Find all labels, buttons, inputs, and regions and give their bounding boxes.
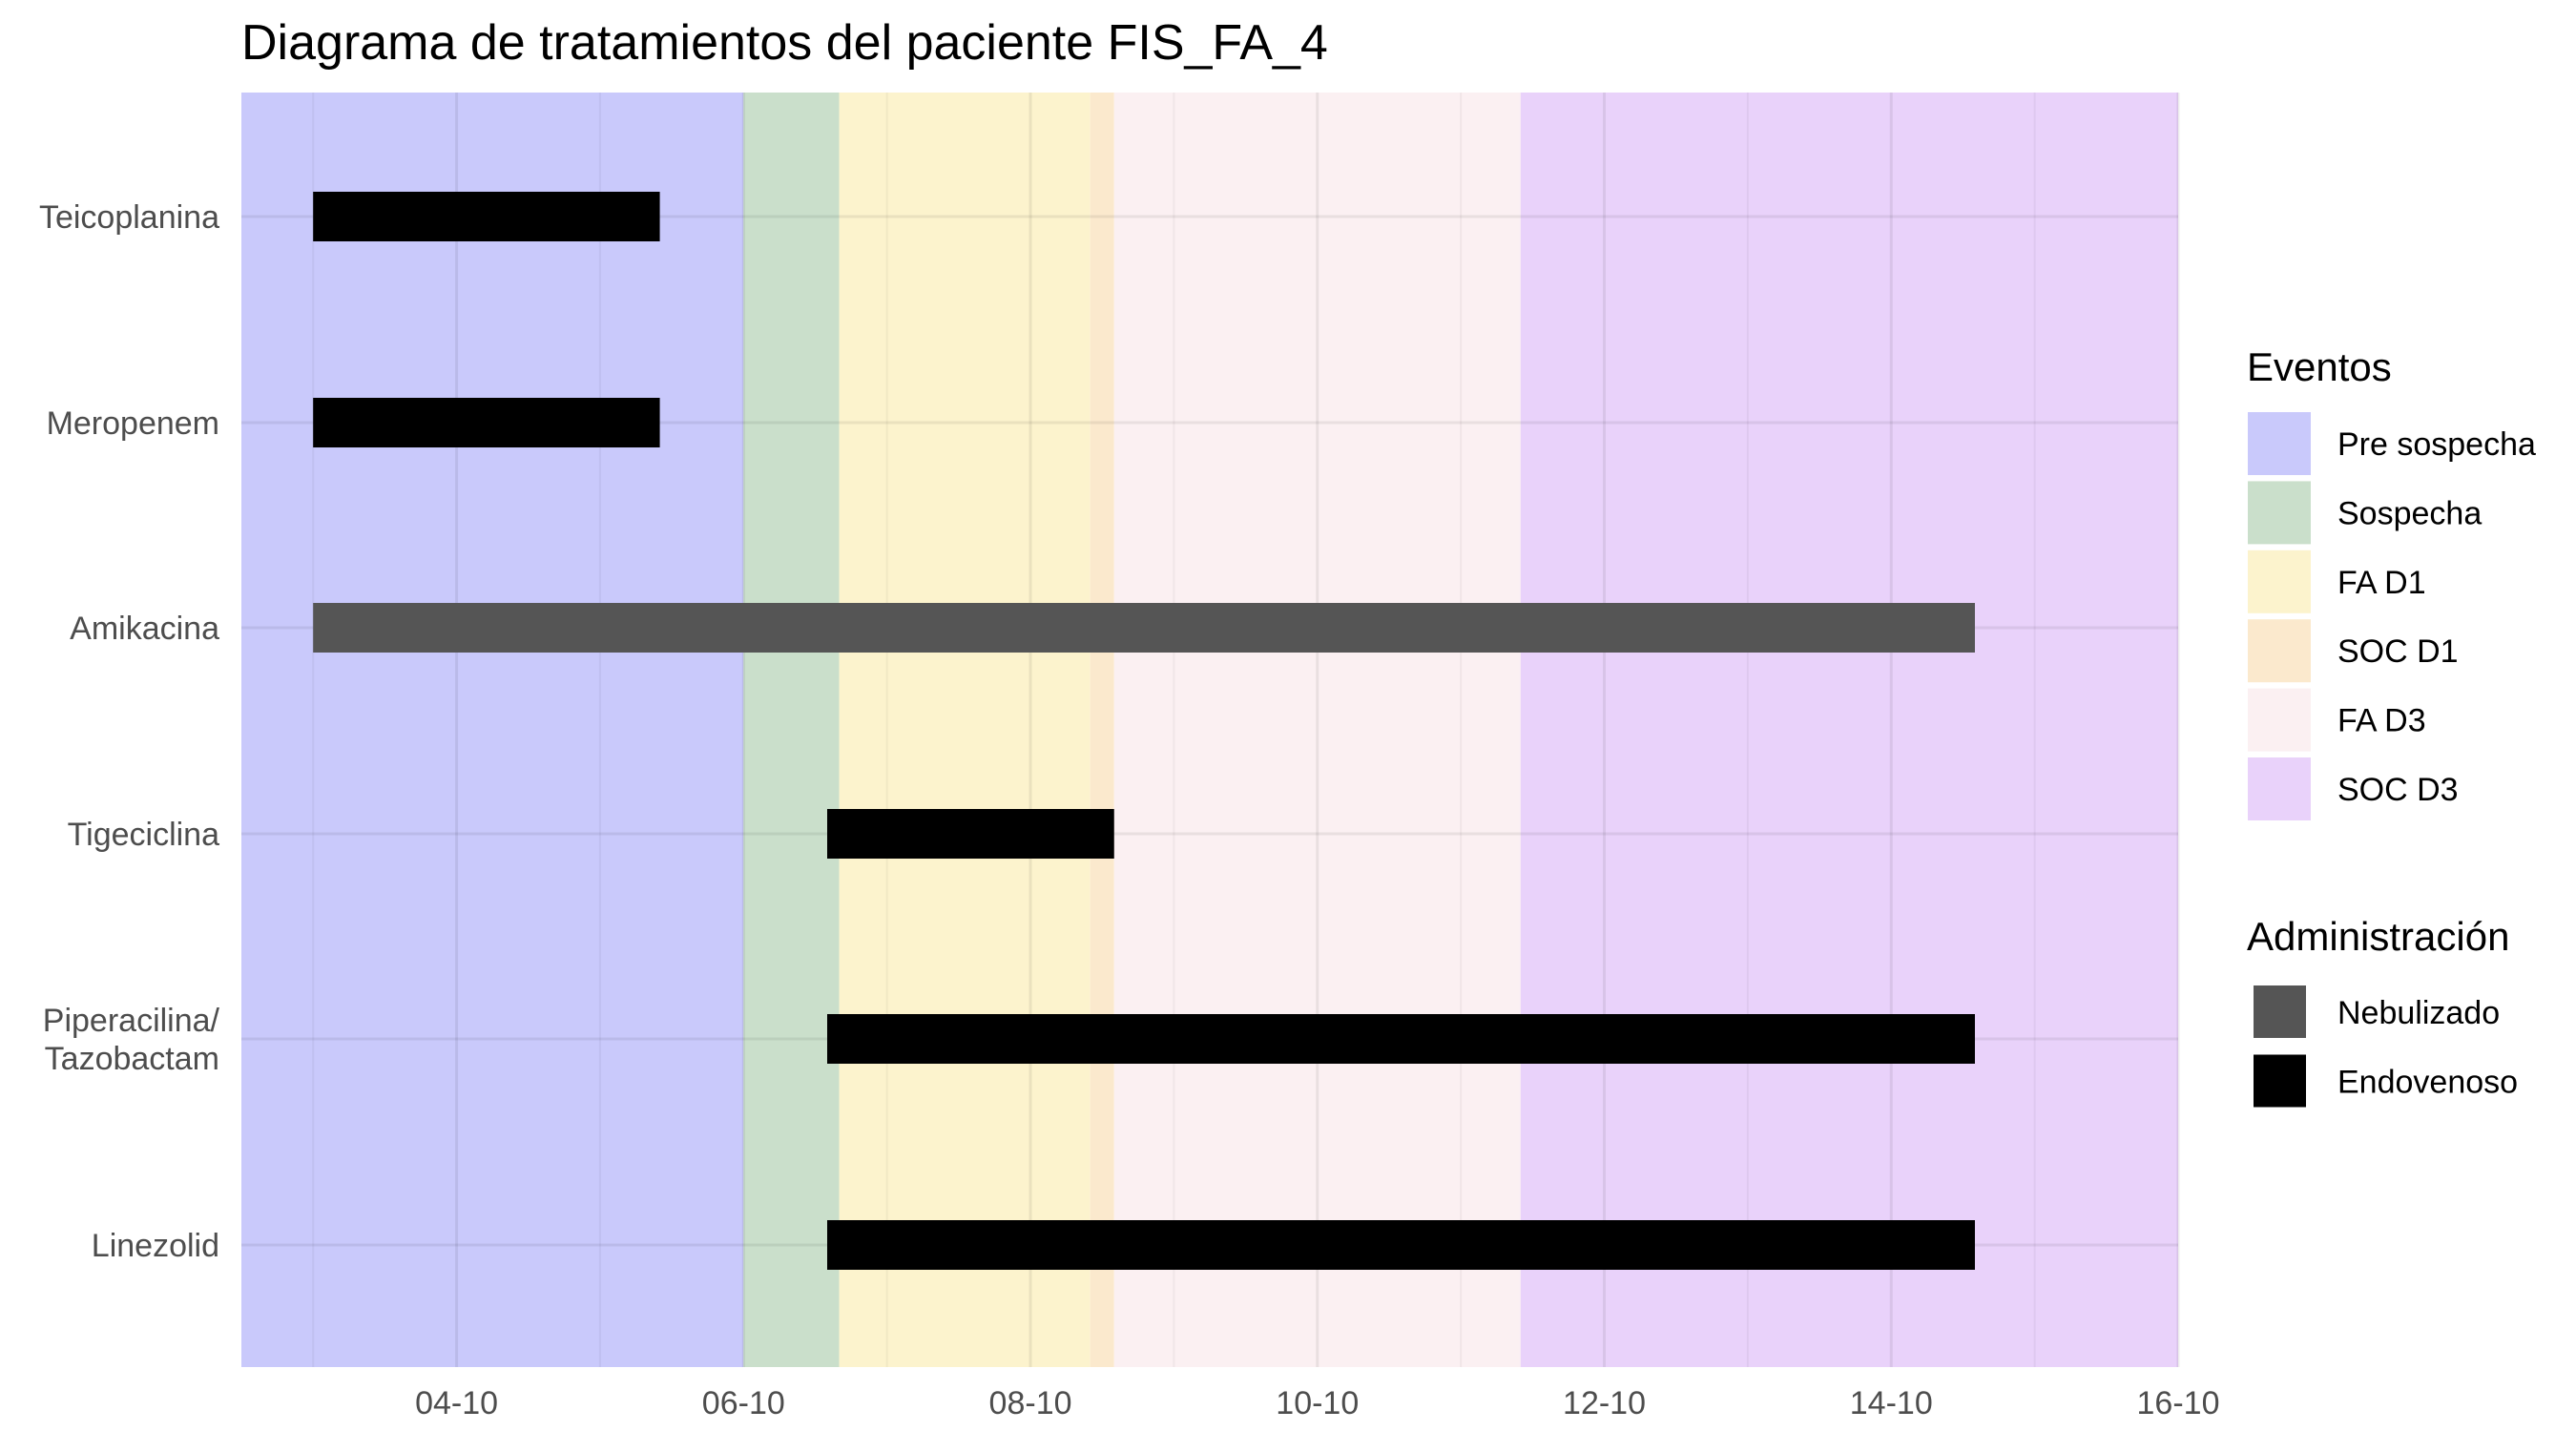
x-tick-label-08-10: 08-10	[989, 1385, 1072, 1421]
legend-administration: Nebulizado Endovenoso	[2254, 985, 2518, 1108]
treatment-bars	[313, 192, 1975, 1270]
legend-swatch-fa-d3	[2248, 688, 2311, 752]
event-band-fa-d1	[839, 93, 1091, 1367]
legend-label-sospecha: Sospecha	[2337, 495, 2482, 531]
x-tick-label-14-10: 14-10	[1850, 1385, 1933, 1421]
legend-swatch-nebulizado	[2254, 985, 2306, 1038]
x-tick-label-04-10: 04-10	[415, 1385, 498, 1421]
y-tick-label-tigeciclina: Tigeciclina	[68, 817, 219, 853]
event-band-fa-d3	[1113, 93, 1521, 1367]
legend-label-pre-sospecha: Pre sospecha	[2337, 426, 2536, 463]
event-bands	[241, 93, 2178, 1367]
treatment-bar-linezolid	[827, 1220, 1975, 1270]
x-axis: 04-10 06-10 08-10 10-10 12-10 14-10 16-10	[415, 1385, 2219, 1421]
y-axis: Teicoplanina Meropenem Amikacina Tigeciclin…	[39, 199, 220, 1264]
legend-swatch-sospecha	[2248, 481, 2311, 545]
treatment-bar-teicoplanina	[313, 192, 660, 241]
treatment-bar-meropenem	[313, 398, 660, 447]
treatment-bar-amikacina	[313, 603, 1975, 653]
y-tick-label-linezolid: Linezolid	[92, 1228, 219, 1264]
treatment-bar-tigeciclina	[827, 809, 1114, 859]
legend: Eventos Pre sospecha Sospecha FA D1 SOC D1 F…	[2247, 344, 2536, 1108]
y-tick-label-piperacilina-tazobactam: Piperacilina/Tazobactam	[43, 1003, 220, 1077]
legend-swatch-fa-d1	[2248, 550, 2311, 613]
legend-swatch-soc-d1	[2248, 619, 2311, 683]
treatment-bar-piperacilina-tazobactam	[827, 1014, 1975, 1064]
x-tick-label-06-10: 06-10	[702, 1385, 785, 1421]
legend-swatch-soc-d3	[2248, 757, 2311, 820]
event-band-soc-d3	[1520, 93, 2178, 1367]
x-tick-label-12-10: 12-10	[1563, 1385, 1646, 1421]
event-band-pre-sospecha	[241, 93, 744, 1367]
event-band-sospecha	[743, 93, 840, 1367]
legend-events-title: Eventos	[2247, 344, 2392, 389]
chart-title: Diagrama de tratamientos del paciente FI…	[241, 15, 1328, 71]
legend-label-soc-d1: SOC D1	[2337, 633, 2459, 670]
event-band-soc-d1	[1090, 93, 1114, 1367]
legend-label-endovenoso: Endovenoso	[2337, 1065, 2518, 1101]
legend-label-fa-d1: FA D1	[2337, 565, 2426, 601]
legend-swatch-pre-sospecha	[2248, 412, 2311, 475]
legend-label-nebulizado: Nebulizado	[2337, 995, 2500, 1031]
x-tick-label-16-10: 16-10	[2137, 1385, 2220, 1421]
legend-label-soc-d3: SOC D3	[2337, 772, 2459, 808]
legend-events: Pre sospecha Sospecha FA D1 SOC D1 FA D3 SOC …	[2248, 412, 2536, 820]
legend-administration-title: Administración	[2247, 914, 2509, 959]
y-tick-label-meropenem: Meropenem	[47, 405, 219, 442]
y-tick-label-amikacina: Amikacina	[70, 611, 219, 647]
legend-label-fa-d3: FA D3	[2337, 703, 2426, 739]
legend-swatch-endovenoso	[2254, 1054, 2306, 1108]
x-tick-label-10-10: 10-10	[1276, 1385, 1359, 1421]
y-tick-label-teicoplanina: Teicoplanina	[39, 199, 219, 236]
